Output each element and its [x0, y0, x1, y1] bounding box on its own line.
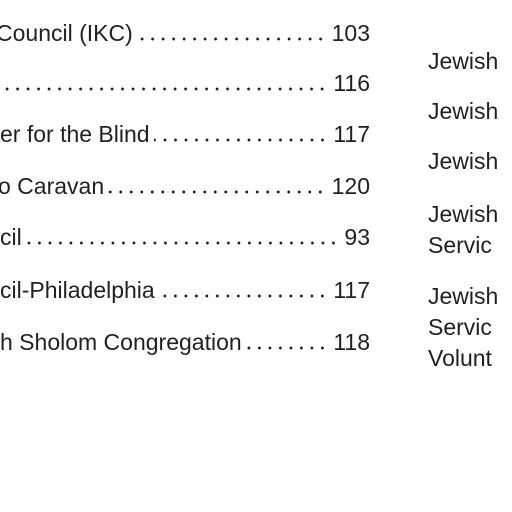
- page-number: 117: [333, 121, 370, 147]
- index-entry: Jewish Servic: [428, 199, 498, 261]
- entry-line: er for the Blind 117: [0, 121, 370, 148]
- entry-line: 116: [0, 70, 370, 97]
- entry-text: h Sholom Congregation: [0, 329, 242, 355]
- page-number: 120: [331, 173, 370, 199]
- index-entry: er for the Blind 117: [0, 118, 370, 148]
- dot-leader: [153, 137, 328, 143]
- index-entry: cil 93: [0, 221, 370, 251]
- entry-text: Council (IKC): [0, 20, 133, 46]
- entry-text: Jewish: [428, 201, 499, 227]
- dot-leader: [245, 345, 328, 351]
- entry-text: Jewish: [428, 48, 499, 74]
- entry-line: Council (IKC) 103: [0, 20, 370, 47]
- entry-text: Servic: [428, 232, 492, 258]
- index-entry: Council (IKC) 103: [0, 17, 370, 47]
- entry-text: Jewish: [428, 98, 499, 124]
- entry-text: cil-Philadelphia: [0, 277, 155, 303]
- dot-leader: [4, 86, 328, 92]
- index-entry: cil-Philadelphia 117: [0, 274, 370, 304]
- index-entry: Jewish: [428, 146, 498, 177]
- entry-text: Servic: [428, 314, 492, 340]
- index-entry: 116: [0, 67, 370, 97]
- entry-line: o Caravan 120: [0, 173, 370, 200]
- index-entry: Jewish: [428, 96, 498, 127]
- index-entry: Jewish: [428, 46, 498, 77]
- index-entry: Jewish Servic Volunt: [428, 281, 498, 374]
- index-entry: h Sholom Congregation 118: [0, 326, 370, 356]
- dot-leader: [108, 189, 326, 195]
- dot-leader: [136, 36, 326, 42]
- dot-leader: [25, 240, 339, 246]
- entry-text: cil: [0, 224, 22, 250]
- entry-line: cil 93: [0, 224, 370, 251]
- entry-text: Jewish: [428, 283, 499, 309]
- page-number: 93: [344, 224, 370, 250]
- entry-text: o Caravan: [0, 173, 105, 199]
- entry-text: er for the Blind: [0, 121, 150, 147]
- index-entry: o Caravan 120: [0, 170, 370, 200]
- entry-line: cil-Philadelphia 117: [0, 277, 370, 304]
- page-number: 103: [331, 20, 370, 46]
- page-number: 117: [333, 277, 370, 303]
- page-number: 116: [333, 70, 370, 96]
- dot-leader: [158, 293, 328, 299]
- entry-line: h Sholom Congregation 118: [0, 329, 370, 356]
- page-number: 118: [333, 329, 370, 355]
- entry-text: Volunt: [428, 345, 492, 371]
- entry-text: Jewish: [428, 148, 499, 174]
